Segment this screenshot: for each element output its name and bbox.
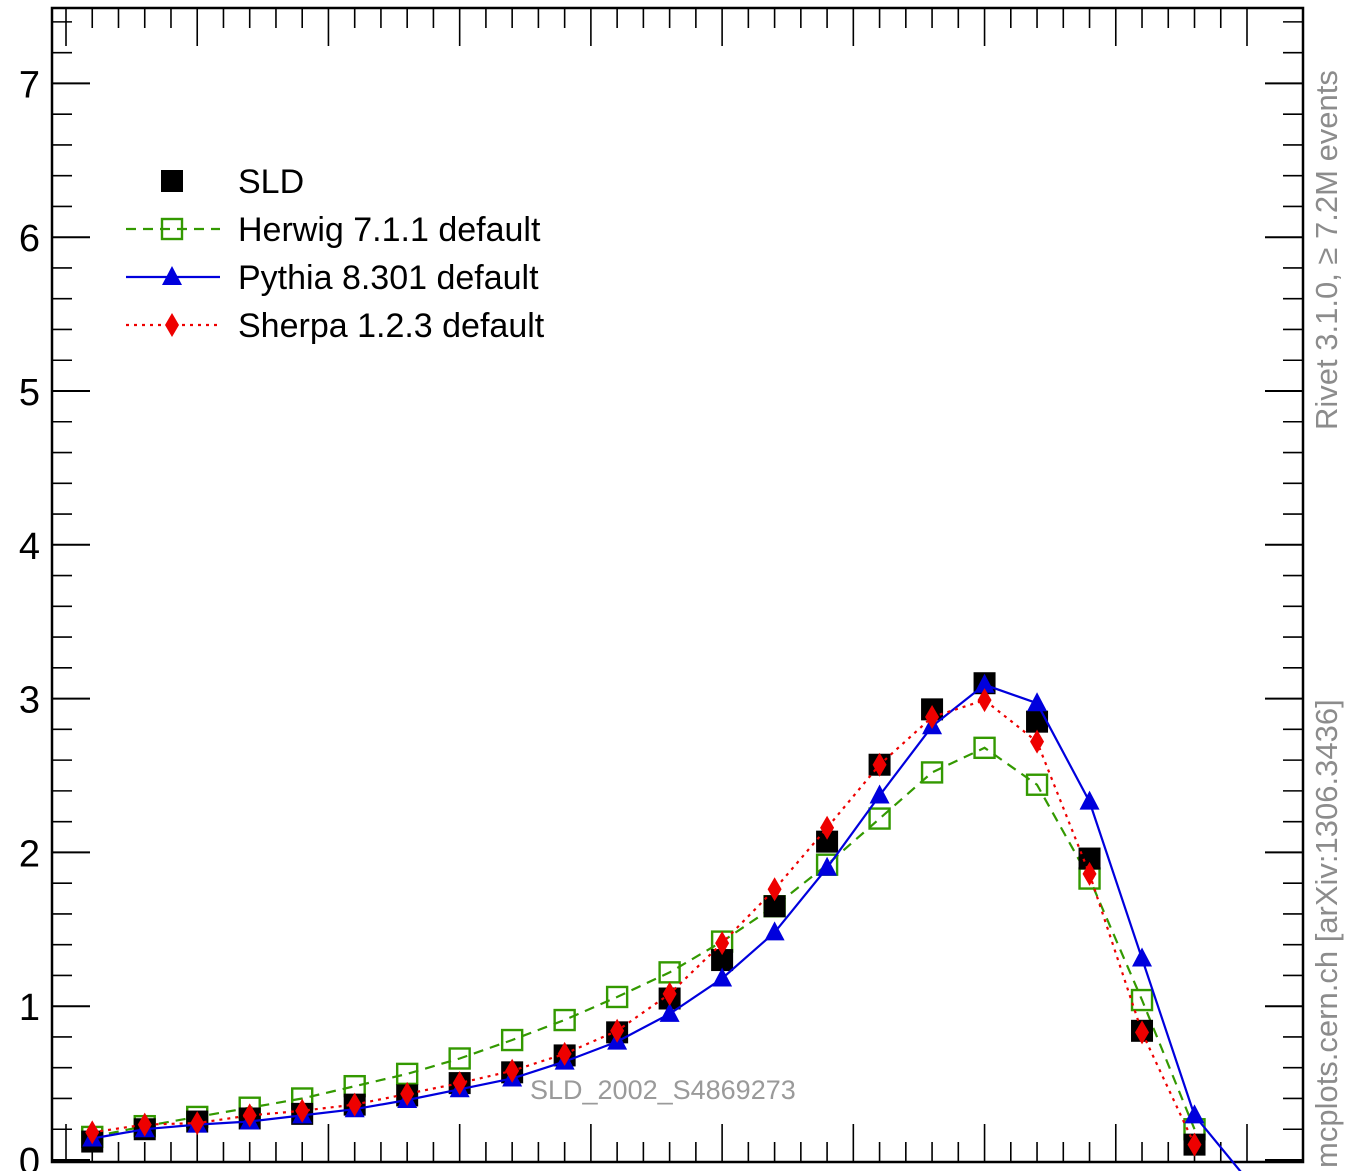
y-tick-label: 3	[19, 680, 40, 722]
data-point	[712, 967, 733, 987]
y-tick-label: 2	[19, 833, 40, 875]
data-point	[85, 1120, 100, 1145]
data-point	[767, 877, 782, 902]
data-point	[400, 1081, 415, 1106]
data-point	[715, 931, 730, 956]
data-point	[1082, 861, 1097, 886]
rivet-version-label: Rivet 3.1.0, ≥ 7.2M events	[1309, 70, 1344, 430]
data-point	[1184, 1104, 1205, 1124]
data-point	[1027, 692, 1048, 712]
y-tick-label: 5	[19, 372, 40, 414]
data-point	[662, 981, 677, 1006]
data-point	[1078, 847, 1101, 870]
y-tick-label: 0	[19, 1141, 40, 1171]
y-tick-label: 4	[19, 526, 40, 568]
series-line	[91, 746, 1196, 1138]
y-tick-label: 6	[19, 218, 40, 260]
data-point	[1030, 729, 1045, 754]
data-point	[190, 1111, 205, 1136]
legend-marker	[161, 170, 183, 192]
data-point	[763, 895, 786, 918]
legend-entry: Herwig 7.1.1 default	[126, 211, 541, 249]
data-point	[553, 1008, 576, 1032]
data-point	[452, 1071, 467, 1096]
data-point	[920, 761, 944, 784]
legend-label: Sherpa 1.2.3 default	[238, 307, 545, 345]
legend-marker	[160, 217, 184, 241]
legend-marker	[162, 266, 182, 285]
plot-frame	[50, 6, 1305, 1164]
data-point	[1187, 1132, 1202, 1157]
series-layer	[81, 672, 1242, 1171]
legend-label: Herwig 7.1.1 default	[238, 211, 541, 249]
series-line	[92, 698, 1196, 1146]
data-point	[610, 1018, 625, 1043]
data-point	[500, 1028, 524, 1052]
data-point	[974, 673, 995, 693]
series-3	[85, 688, 1202, 1157]
data-point	[1079, 790, 1100, 810]
legend-entry: Pythia 8.301 default	[126, 259, 539, 297]
data-point	[347, 1092, 362, 1117]
analysis-label: SLD_2002_S4869273	[530, 1075, 796, 1105]
legend-label: Pythia 8.301 default	[238, 259, 539, 297]
data-point	[137, 1112, 152, 1137]
data-point	[869, 784, 890, 804]
data-point	[1130, 988, 1154, 1012]
data-point	[295, 1098, 310, 1123]
data-point	[711, 949, 734, 972]
data-point	[977, 688, 992, 713]
legend: SLD Herwig 7.1.1 default Pythia 8.301 defa…	[126, 163, 545, 345]
axes-group: 0 1 2 3 4 5 6 7	[19, 6, 1305, 1171]
legend-marker	[165, 313, 179, 337]
data-point	[1025, 773, 1049, 796]
data-point	[925, 705, 940, 730]
data-point	[659, 1002, 680, 1022]
data-point	[764, 921, 785, 941]
legend-entry: Sherpa 1.2.3 default	[126, 307, 545, 345]
legend-entry: SLD	[161, 163, 304, 201]
data-point	[448, 1047, 471, 1070]
data-point	[817, 856, 838, 876]
data-point	[872, 752, 887, 777]
mcplots-credit-label: mcplots.cern.ch [arXiv:1306.3436]	[1309, 699, 1344, 1168]
data-point	[1026, 710, 1049, 733]
data-point	[1132, 947, 1153, 967]
y-tick-label: 1	[19, 987, 40, 1029]
data-point	[557, 1041, 572, 1066]
data-point	[816, 830, 839, 853]
data-point	[973, 736, 996, 760]
y-tick-label: 7	[19, 64, 40, 106]
data-point	[868, 807, 891, 830]
data-point	[505, 1058, 520, 1083]
legend-label: SLD	[238, 163, 304, 201]
data-point	[242, 1103, 257, 1128]
data-point	[395, 1062, 419, 1086]
data-point	[1135, 1020, 1150, 1045]
data-point	[605, 985, 629, 1009]
data-point	[820, 815, 835, 840]
